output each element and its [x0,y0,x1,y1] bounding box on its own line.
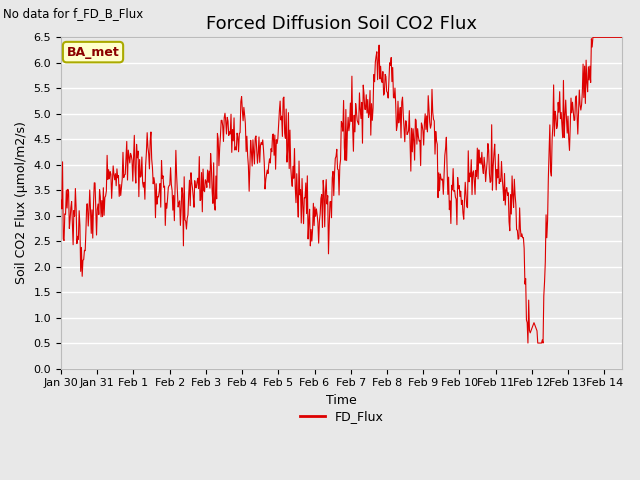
Legend: FD_Flux: FD_Flux [295,406,388,429]
X-axis label: Time: Time [326,394,357,407]
Text: No data for f_FD_B_Flux: No data for f_FD_B_Flux [3,7,143,20]
Title: Forced Diffusion Soil CO2 Flux: Forced Diffusion Soil CO2 Flux [206,15,477,33]
Y-axis label: Soil CO2 Flux (µmol/m2/s): Soil CO2 Flux (µmol/m2/s) [15,121,28,284]
Text: BA_met: BA_met [67,46,120,59]
